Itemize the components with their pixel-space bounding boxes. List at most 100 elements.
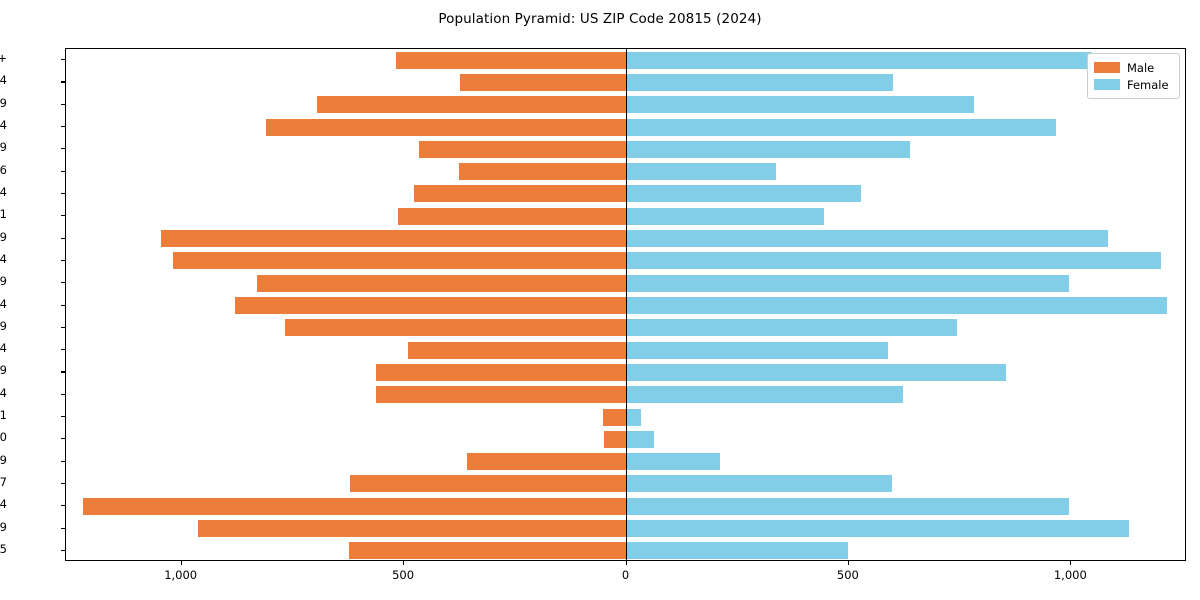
bar-female-60-61 — [626, 207, 824, 225]
legend-swatch-female — [1094, 79, 1120, 90]
y-tick-label-30-34: 30-34 — [0, 341, 7, 356]
y-tick-mark — [61, 259, 65, 261]
y-tick-label-20: 20 — [0, 430, 7, 445]
y-tick-label-65-66: 65-66 — [0, 162, 7, 177]
bar-male-65-66 — [458, 163, 627, 181]
legend-label-female: Female — [1127, 77, 1169, 92]
y-tick-mark — [61, 192, 65, 195]
bar-male-under-5 — [348, 542, 627, 560]
bar-male-20 — [604, 430, 627, 448]
bar-male-10-14 — [83, 497, 627, 515]
bar-female-25-29 — [626, 363, 1006, 381]
bar-male-18-19 — [467, 453, 627, 471]
bar-female-65-66 — [626, 163, 777, 181]
bar-female-under-5 — [626, 542, 849, 560]
y-tick-label-67-69: 67-69 — [0, 140, 7, 155]
legend-item-male[interactable]: Male — [1094, 59, 1173, 76]
bar-female-35-39 — [626, 319, 958, 337]
y-tick-label-60-61: 60-61 — [0, 207, 7, 222]
y-tick-mark — [61, 371, 65, 373]
y-tick-label-62-64: 62-64 — [0, 184, 7, 199]
bar-male-30-34 — [407, 341, 627, 359]
legend-label-male: Male — [1127, 60, 1155, 75]
bar-male-22-24 — [375, 386, 627, 404]
bar-female-62-64 — [626, 185, 862, 203]
y-tick-mark — [61, 460, 65, 462]
y-tick-mark — [61, 393, 65, 395]
bar-male-35-39 — [285, 319, 627, 337]
x-tick-label-4: 1,000 — [1053, 568, 1087, 582]
y-tick-label-22-24: 22-24 — [0, 385, 7, 400]
bar-female-21 — [626, 408, 642, 426]
bar-male-70-74 — [266, 118, 627, 136]
y-tick-label-55-59: 55-59 — [0, 229, 7, 244]
y-tick-mark — [61, 148, 65, 150]
bar-female-45-49 — [626, 274, 1069, 292]
plot-area — [65, 48, 1186, 562]
y-tick-label-18-19: 18-19 — [0, 452, 7, 467]
x-tick-label-2: 0 — [621, 568, 630, 582]
bar-female-80-84 — [626, 73, 894, 91]
y-tick-label-75-79: 75-79 — [0, 95, 7, 110]
y-tick-label-40-44: 40-44 — [0, 296, 7, 311]
y-tick-label-70-74: 70-74 — [0, 118, 7, 133]
bars-layer — [66, 49, 1185, 560]
y-tick-mark — [61, 326, 65, 328]
bar-female-22-24 — [626, 386, 903, 404]
bar-female-5-9 — [626, 520, 1130, 538]
y-tick-mark — [61, 527, 65, 529]
y-tick-label-80-84: 80-84 — [0, 73, 7, 88]
bar-male-5-9 — [198, 520, 627, 538]
y-tick-mark — [61, 59, 65, 61]
y-tick-mark — [61, 126, 65, 128]
chart-title: Population Pyramid: US ZIP Code 20815 (2… — [438, 11, 762, 27]
bar-male-45-49 — [256, 274, 627, 292]
bar-male-75-79 — [317, 96, 627, 114]
bar-female-18-19 — [626, 453, 720, 471]
x-tick-label-3: 500 — [836, 568, 859, 582]
x-tick-mark — [625, 561, 627, 565]
bar-female-75-79 — [626, 96, 974, 114]
bar-female-70-74 — [626, 118, 1056, 136]
bar-female-15-17 — [626, 475, 893, 493]
legend-item-female[interactable]: Female — [1094, 76, 1173, 93]
bar-male-15-17 — [350, 475, 627, 493]
y-tick-mark — [61, 103, 65, 105]
y-tick-label-21: 21 — [0, 408, 7, 423]
y-tick-mark — [61, 282, 65, 284]
bar-male-25-29 — [375, 363, 627, 381]
y-tick-mark — [61, 505, 65, 507]
y-tick-mark — [61, 237, 65, 239]
y-tick-mark — [61, 81, 65, 83]
bar-male-40-44 — [234, 297, 627, 314]
bar-male-80-84 — [459, 73, 627, 91]
legend-swatch-male — [1094, 62, 1120, 73]
x-tick-mark — [1070, 561, 1072, 565]
x-tick-mark — [403, 561, 405, 565]
x-tick-label-1: 500 — [392, 568, 415, 582]
chart-legend: Male Female — [1087, 53, 1180, 99]
y-tick-mark — [61, 438, 65, 440]
y-tick-label-25-29: 25-29 — [0, 363, 7, 378]
y-tick-label-35-39: 35-39 — [0, 318, 7, 333]
bar-female-20 — [626, 430, 655, 448]
bar-male-55-59 — [160, 230, 627, 248]
y-tick-label-45-49: 45-49 — [0, 274, 7, 289]
x-tick-mark — [180, 561, 182, 565]
y-tick-mark — [61, 170, 65, 172]
y-tick-mark — [61, 549, 65, 551]
y-tick-label-15-17: 15-17 — [0, 474, 7, 489]
bar-female-85- — [626, 51, 1093, 69]
y-tick-label-under-5: Under 5 — [0, 541, 7, 556]
x-tick-label-0: 1,000 — [164, 568, 198, 582]
bar-female-55-59 — [626, 230, 1108, 248]
bar-male-21 — [602, 408, 627, 426]
bar-male-60-61 — [397, 207, 627, 225]
bar-male-85- — [396, 51, 627, 69]
y-tick-label-50-54: 50-54 — [0, 251, 7, 266]
y-tick-mark — [61, 349, 65, 351]
bar-female-50-54 — [626, 252, 1162, 270]
bar-male-50-54 — [172, 252, 627, 270]
bar-female-10-14 — [626, 497, 1069, 515]
bar-female-67-69 — [626, 140, 911, 158]
